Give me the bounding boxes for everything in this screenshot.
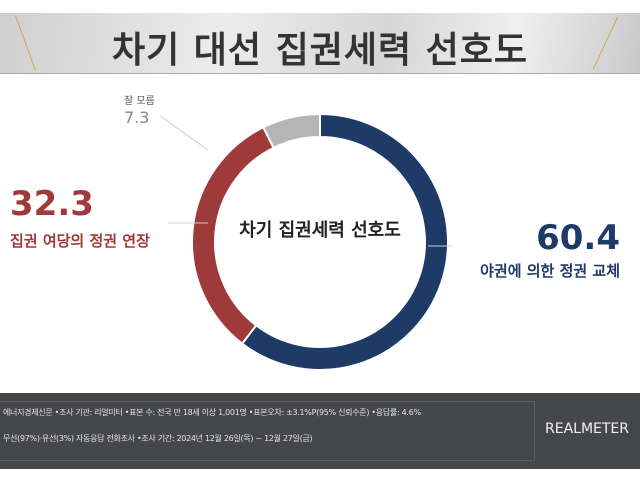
value-label-opposition: 60.4 [536, 218, 620, 258]
slice-opposition [240, 112, 449, 371]
realmeter-logo: REALMETER [545, 421, 629, 437]
category-label-ruling: 집권 여당의 정권 연장 [10, 232, 150, 250]
category-label-opposition: 야권에 의한 정권 교체 [480, 262, 620, 280]
leader-line [159, 115, 209, 151]
title-banner: 차기 대선 집권세력 선호도 [0, 13, 640, 74]
value-label-unknown: 7.3 [124, 108, 150, 127]
category-label-unknown: 잘 모름 [124, 96, 155, 107]
footer-line-1: 에너지경제신문 •조사 기관: 리얼미터 •표본 수: 전국 만 18세 이상 … [3, 408, 421, 417]
page-title: 차기 대선 집권세력 선호도 [112, 30, 528, 71]
footer-line-2: 무선(97%)·유선(3%) 자동응답 전화조사 •조사 기간: 2024년 1… [3, 434, 313, 443]
value-label-ruling: 32.3 [10, 184, 94, 224]
footer: 에너지경제신문 •조사 기관: 리얼미터 •표본 수: 전국 만 18세 이상 … [0, 393, 640, 469]
center-label: 차기 집권세력 선호도 [239, 220, 401, 241]
slice-unknown [261, 112, 321, 150]
